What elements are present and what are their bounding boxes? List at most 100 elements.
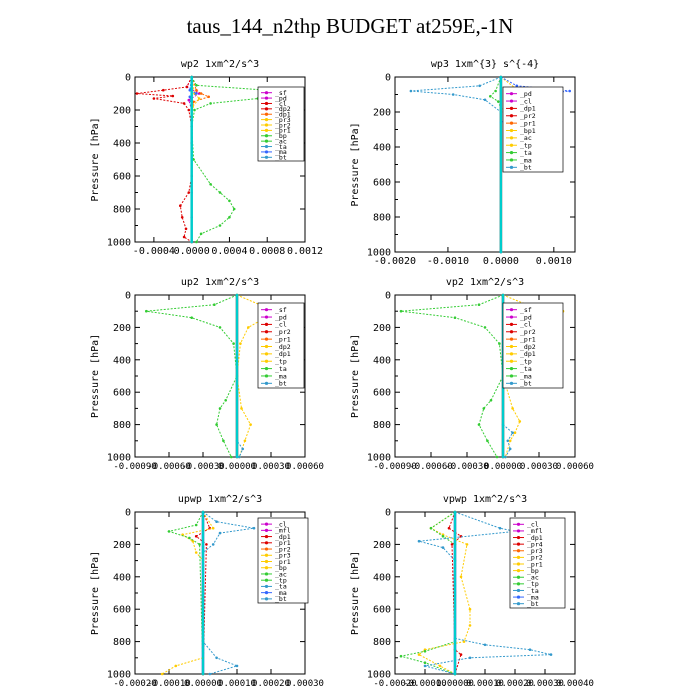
data-point [195,88,198,92]
legend-label: _pr3 [275,552,291,560]
x-tick-label: 0.0000 [483,256,519,267]
y-tick-label: 1000 [367,248,391,259]
y-axis-label: Pressure [hPa] [350,334,361,418]
x-tick-label: 0.00060 [556,462,594,472]
legend-marker [264,566,269,570]
panel-title: up2 1xm^2/s^3 [181,277,259,288]
data-point [478,84,482,88]
legend-marker [516,582,521,586]
x-tick-label: 0.00000 [484,462,522,472]
legend-label: _pd [275,313,287,321]
legend-label: _tp [520,142,532,150]
data-point [135,92,139,95]
series-line-tp [236,295,244,458]
data-point [483,326,487,329]
y-axis-label: Pressure [hPa] [90,551,101,635]
data-point [218,224,222,227]
data-point [162,88,165,92]
legend-marker [264,96,269,100]
data-point [508,447,512,451]
data-point [549,653,553,656]
data-point [249,423,252,426]
legend-marker [509,344,514,349]
series-line-bp [167,511,204,675]
legend-marker [264,155,269,159]
y-tick-label: 1000 [107,453,131,464]
x-tick-label: -0.0010 [427,256,469,267]
data-point [459,653,463,656]
legend-marker [264,559,269,564]
data-point [498,526,502,530]
data-point [190,75,193,79]
legend-marker [264,150,269,154]
x-tick-label: -0.00010 [403,679,446,689]
y-tick-label: 800 [373,213,391,224]
data-point [188,536,191,540]
data-point [241,447,244,451]
y-tick-label: 0 [385,508,391,519]
data-point [441,546,445,549]
series-line-bp1 [489,76,502,252]
legend-marker [264,134,269,138]
x-tick-label: 0.00000 [184,679,222,689]
legend-label: _cl [275,520,287,528]
legend-label: _tp [275,576,287,584]
data-point [243,439,247,443]
x-tick-label: 0.00030 [520,462,558,472]
x-tick-label: 0.00030 [252,462,290,472]
y-tick-label: 1000 [107,670,131,681]
data-point [528,648,532,651]
data-point [180,216,184,219]
legend-label: _mfl [275,527,291,535]
series-line-tp [502,295,514,458]
legend-marker [516,588,521,593]
legend-marker [516,542,521,546]
legend-label: _pr3 [527,547,543,555]
legend-marker [264,330,269,334]
legend-label: _pr1 [527,560,543,568]
legend-marker [264,128,269,132]
x-tick-label: -0.00010 [147,679,190,689]
x-tick-label: -0.00060 [147,462,190,472]
legend-marker [509,106,514,111]
series-line-dp2 [146,294,238,458]
y-axis-label: Pressure [hPa] [90,334,101,418]
y-tick-label: 400 [373,355,391,366]
data-point [513,431,517,435]
chart-panel-1: wp2 1xm^2/s^3 Pressure [hPa] 0 200 400 600 800… [90,59,323,257]
data-point [167,530,171,533]
x-tick-label: 0.0010 [536,256,572,267]
data-point [198,543,201,546]
data-point [417,539,421,543]
legend-marker [264,107,269,111]
data-point [239,342,242,345]
legend-marker [509,366,514,371]
legend-label: _ma [275,589,287,597]
legend-label: _dp1 [275,350,291,358]
y-tick-label: 600 [373,388,391,399]
panel-title: vpwp 1xm^2/s^3 [443,494,527,505]
y-tick-label: 400 [113,355,131,366]
legend-marker [509,92,514,96]
data-point [499,250,503,254]
y-tick-label: 0 [385,291,391,302]
data-point [429,526,433,530]
legend-marker [264,374,269,378]
legend-label: _ta [275,583,287,591]
data-point [417,653,421,656]
data-point [191,539,195,543]
y-axis-label: Pressure [hPa] [90,117,101,201]
legend-label: _ta [275,143,287,151]
legend-label: _pr2 [275,545,291,553]
y-tick-label: 400 [373,572,391,583]
y-tick-label: 200 [373,540,391,551]
panel-title: upwp 1xm^2/s^3 [178,494,262,505]
series-line-tp [202,511,255,675]
legend-label: _pr2 [520,328,536,336]
y-tick-label: 0 [125,291,131,302]
data-point [228,216,231,219]
data-point [240,407,243,410]
data-point [501,455,505,459]
legend-label: _dp1 [520,105,536,113]
x-tick-label: 0.00010 [466,679,504,689]
